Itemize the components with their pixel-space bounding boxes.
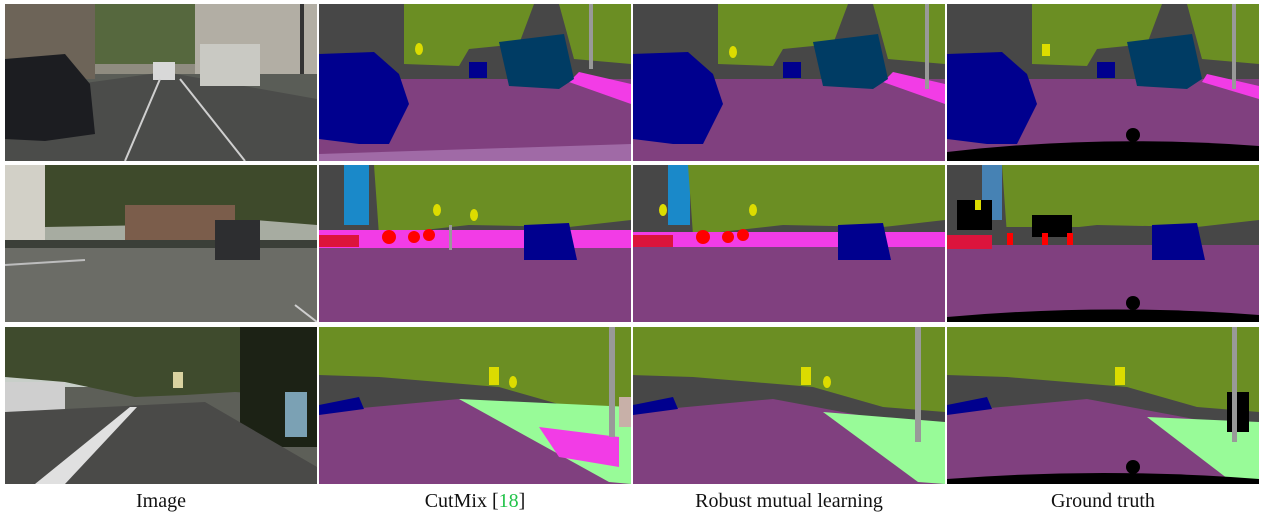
caption-cutmix: CutMix [18] — [319, 490, 631, 512]
caption-cutmix-text: CutMix [ — [424, 490, 499, 512]
row3-robust-mutual-learning — [633, 327, 945, 484]
row2-ground-truth — [947, 165, 1259, 322]
figure-captions: Image CutMix [18] Robust mutual learning… — [5, 490, 1258, 512]
citation-link[interactable]: 18 — [498, 490, 519, 512]
row1-ground-truth — [947, 4, 1259, 161]
caption-image: Image — [136, 490, 186, 512]
caption-robust-mutual-learning: Robust mutual learning — [695, 490, 883, 512]
row1-image — [5, 4, 317, 161]
row1-robust-mutual-learning — [633, 4, 945, 161]
row2-robust-mutual-learning — [633, 165, 945, 322]
row3-cutmix — [319, 327, 631, 484]
caption-cutmix-suffix: ] — [518, 490, 526, 512]
figure-grid — [5, 4, 1259, 488]
row2-cutmix — [319, 165, 631, 322]
row1-cutmix — [319, 4, 631, 161]
row2-image — [5, 165, 317, 322]
row3-ground-truth — [947, 327, 1259, 484]
caption-ground-truth: Ground truth — [1051, 490, 1155, 512]
row3-image — [5, 327, 317, 484]
